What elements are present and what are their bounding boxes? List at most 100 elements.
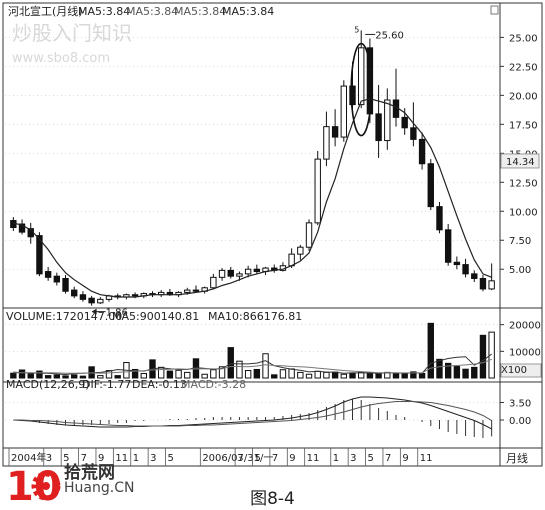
price-header-ma-2: MA5:3.84 xyxy=(126,5,178,18)
candle-body xyxy=(53,275,61,283)
volume-bar xyxy=(244,370,252,379)
candle-body xyxy=(410,127,417,140)
volume-ma10-line xyxy=(13,358,492,374)
candle-body xyxy=(218,269,226,278)
volume-header-value: VOLUME:1720147.00 xyxy=(6,310,122,323)
x-tick-label: 7 xyxy=(272,453,278,464)
candle-body xyxy=(444,229,452,263)
candle-body xyxy=(236,273,243,277)
candle-body xyxy=(471,273,478,279)
price-header-ma-1: MA5:3.84 xyxy=(78,5,130,18)
price-tick-label: 5.00 xyxy=(509,265,531,276)
price-header-ma-4: MA5:3.84 xyxy=(222,5,274,18)
x-tick-label: 3 xyxy=(150,453,156,464)
price-tick-label: 12.50 xyxy=(509,178,538,189)
candle-body xyxy=(36,235,43,275)
candle xyxy=(444,224,452,266)
figure-caption: 图8-4 xyxy=(250,489,295,509)
volume-bar xyxy=(253,368,261,379)
candle xyxy=(436,201,443,234)
volume-bar xyxy=(314,370,321,379)
watermark-url: www.sbo8.com xyxy=(12,51,110,66)
candle xyxy=(410,102,417,147)
volume-bar xyxy=(210,369,217,379)
volume-bar xyxy=(349,372,356,379)
volume-bar xyxy=(453,366,461,379)
candle xyxy=(62,275,69,294)
x-tick-label: 2004年 xyxy=(11,451,46,464)
price-tick-label: 7.50 xyxy=(509,236,531,247)
volume-bar xyxy=(366,372,374,379)
candle-body xyxy=(210,276,217,289)
x-tick-label: 5 xyxy=(63,453,69,464)
volume-bar xyxy=(175,369,182,379)
volume-bar xyxy=(79,375,87,379)
volume-bar xyxy=(27,373,34,379)
price-tick-label: 17.50 xyxy=(509,120,538,131)
x-tick-label: 11 xyxy=(420,453,433,464)
candle-body xyxy=(297,246,304,255)
x-axis: 2004年 3 5 7 9 11 1 3 5 2006/07/31/一3 5 7 9 11 1 3 5 7 9 11 xyxy=(8,448,433,466)
candle-body xyxy=(192,289,200,292)
candle xyxy=(340,80,348,142)
candle xyxy=(453,256,461,270)
volume-unit-box xyxy=(500,363,542,378)
candle xyxy=(210,273,217,289)
candle xyxy=(358,30,365,109)
volume-bar xyxy=(462,368,469,379)
candle-body xyxy=(418,138,426,165)
candle xyxy=(157,290,165,298)
candle xyxy=(314,150,321,226)
volume-bar xyxy=(114,375,121,379)
stock-chart: 25.0022.5020.0017.5015.0012.5010.007.505… xyxy=(2,2,543,467)
candle xyxy=(392,68,400,127)
price-tick-label: 10.00 xyxy=(509,207,538,218)
volume-bar xyxy=(436,358,443,379)
price-header-ma-3: MA5:3.84 xyxy=(174,5,226,18)
candle-body xyxy=(227,269,234,277)
candle xyxy=(192,285,200,293)
macd-panel: 3.50 0.00 xyxy=(5,396,531,438)
volume-bar xyxy=(227,347,234,379)
volume-bar xyxy=(479,334,487,379)
low-price-label: 1.86 xyxy=(106,308,128,319)
candle xyxy=(227,266,234,279)
volume-bar xyxy=(166,370,174,379)
volume-bar xyxy=(410,371,417,379)
candle-body xyxy=(184,289,191,293)
outer-border xyxy=(2,2,543,467)
candle-body xyxy=(62,277,69,292)
volume-bar xyxy=(18,369,26,379)
volume-bar xyxy=(427,322,434,379)
x-tick-label: 7 xyxy=(385,453,391,464)
volume-bar xyxy=(288,368,295,379)
volume-tick-label: 20000 xyxy=(509,321,541,332)
site-logo: 10 xyxy=(6,456,62,510)
volume-bar xyxy=(305,373,313,379)
x-tick-label: 9 xyxy=(402,453,408,464)
high-price-label: 25.60 xyxy=(375,30,404,41)
x-tick-label: 9 xyxy=(98,453,104,464)
x-tick-label: 2006/07/31/一 xyxy=(202,453,273,464)
candle xyxy=(331,109,339,147)
candle xyxy=(79,291,87,302)
volume-bar xyxy=(358,371,365,379)
low-arrow-head xyxy=(91,308,97,315)
candle xyxy=(44,266,52,281)
candle-body xyxy=(97,298,104,304)
x-tick-label: 3 xyxy=(46,453,52,464)
price-tick-label: 20.00 xyxy=(509,91,538,102)
candle xyxy=(305,219,313,251)
x-tick-label: 1 xyxy=(333,453,339,464)
volume-bar xyxy=(140,372,147,379)
candle xyxy=(479,275,487,292)
volume-bar xyxy=(331,371,339,379)
site-name-en: Huang.CN xyxy=(64,480,135,496)
x-tick-label: 11 xyxy=(307,453,320,464)
candle-body xyxy=(375,113,382,142)
candle-body xyxy=(331,126,339,138)
current-price-label: 14.34 xyxy=(506,157,535,168)
volume-bar xyxy=(44,375,52,379)
macd-tick-label: 0.00 xyxy=(509,416,531,427)
volume-bar xyxy=(218,366,226,379)
